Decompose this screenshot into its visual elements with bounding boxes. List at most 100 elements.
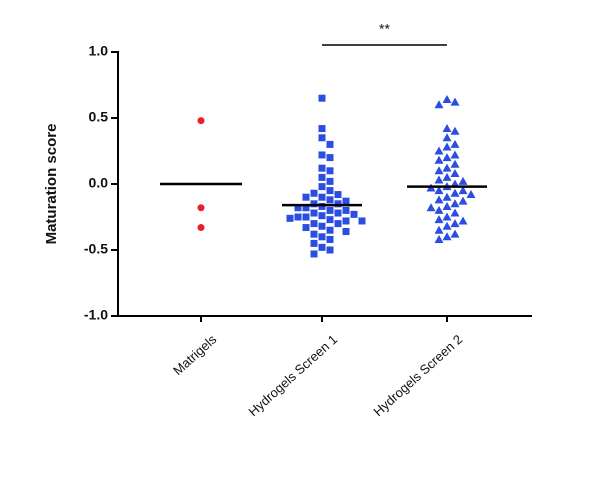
point [458,216,468,225]
point [310,220,318,228]
point [318,151,326,159]
point [442,95,452,104]
point [334,200,342,208]
point [450,97,460,106]
point [197,204,205,212]
x-tick-label: Hydrogels Screen 2 [370,332,465,420]
point [302,193,310,201]
point [326,187,334,195]
point [326,154,334,162]
point [294,204,302,212]
y-tick-label: -1.0 [84,307,108,323]
point [450,168,460,177]
point [326,196,334,204]
point [434,146,444,155]
point [434,215,444,224]
point [326,226,334,234]
point [310,189,318,197]
y-tick-label: -0.5 [84,241,108,257]
point [450,208,460,217]
point [318,134,326,142]
point [434,175,444,184]
x-tick-label: Hydrogels Screen 1 [245,332,340,420]
point [466,190,476,199]
point [310,239,318,247]
point [334,220,342,228]
point [326,246,334,254]
x-tick-label: Matrigels [170,331,220,378]
point [334,209,342,217]
point [302,213,310,221]
point [450,229,460,238]
point [286,214,294,222]
point [442,163,452,172]
point [450,219,460,228]
point [426,203,436,212]
point [310,209,318,217]
point [434,225,444,234]
point [318,243,326,251]
point [318,173,326,181]
point [442,142,452,151]
point [318,202,326,210]
point [450,126,460,135]
point [442,221,452,230]
y-tick-label: 0.0 [89,175,109,191]
point [342,197,350,205]
point [434,205,444,214]
point [342,228,350,236]
point [442,153,452,162]
point [318,212,326,220]
point [442,212,452,221]
point [326,216,334,224]
point [310,230,318,238]
point [450,199,460,208]
point [350,210,358,218]
point [318,164,326,172]
point [318,233,326,241]
point [326,235,334,243]
point [450,188,460,197]
point [458,196,468,205]
point [342,206,350,214]
point [318,183,326,191]
point [318,94,326,102]
point [310,250,318,258]
point [342,217,350,225]
point [434,100,444,109]
point [442,172,452,181]
point [434,195,444,204]
point [197,224,205,232]
point [318,222,326,230]
point [302,224,310,232]
point [358,217,366,225]
point [434,186,444,195]
point [434,155,444,164]
point [450,159,460,168]
point [310,200,318,208]
point [442,124,452,133]
point [442,232,452,241]
point [450,150,460,159]
point [434,166,444,175]
point [318,125,326,133]
y-tick-label: 1.0 [89,43,109,59]
point [442,133,452,142]
point [442,192,452,201]
point [326,140,334,148]
point [450,139,460,148]
point [458,186,468,195]
point [334,191,342,199]
significance-label: ** [379,21,390,37]
point [302,204,310,212]
point [458,176,468,185]
point [326,167,334,175]
point [197,117,205,125]
point [442,201,452,210]
y-axis-label: Maturation score [43,124,60,245]
y-tick-label: 0.5 [89,109,109,125]
point [326,206,334,214]
point [434,234,444,243]
point [294,213,302,221]
